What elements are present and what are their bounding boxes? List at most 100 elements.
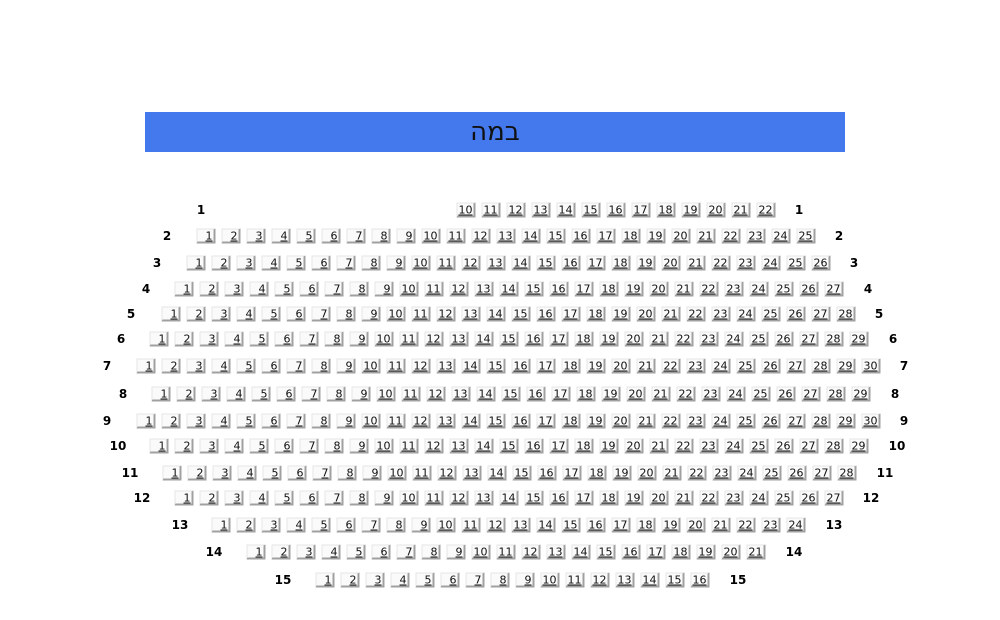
seat-row-11-27[interactable]: 27 [812,465,832,481]
seat-row-6-3[interactable]: 3 [199,331,219,347]
seat-row-14-10[interactable]: 10 [471,544,491,560]
seat-row-8-7[interactable]: 7 [301,386,321,402]
seat-row-14-1[interactable]: 1 [246,544,266,560]
seat-row-12-6[interactable]: 6 [299,490,319,506]
seat-row-14-15[interactable]: 15 [596,544,616,560]
seat-row-12-4[interactable]: 4 [249,490,269,506]
seat-row-10-18[interactable]: 18 [574,438,594,454]
seat-row-13-16[interactable]: 16 [586,517,606,533]
seat-row-1-21[interactable]: 21 [731,202,751,218]
seat-row-13-15[interactable]: 15 [561,517,581,533]
seat-row-6-22[interactable]: 22 [674,331,694,347]
seat-row-12-16[interactable]: 16 [549,490,569,506]
seat-row-8-26[interactable]: 26 [776,386,796,402]
seat-row-4-13[interactable]: 13 [474,281,494,297]
seat-row-14-17[interactable]: 17 [646,544,666,560]
seat-row-10-7[interactable]: 7 [299,438,319,454]
seat-row-2-19[interactable]: 19 [646,228,666,244]
seat-row-10-16[interactable]: 16 [524,438,544,454]
seat-row-12-24[interactable]: 24 [749,490,769,506]
seat-row-14-6[interactable]: 6 [371,544,391,560]
seat-row-13-9[interactable]: 9 [411,517,431,533]
seat-row-4-4[interactable]: 4 [249,281,269,297]
seat-row-15-13[interactable]: 13 [615,572,635,588]
seat-row-5-28[interactable]: 28 [836,306,856,322]
seat-row-7-5[interactable]: 5 [236,358,256,374]
seat-row-3-6[interactable]: 6 [311,255,331,271]
seat-row-8-9[interactable]: 9 [351,386,371,402]
seat-row-2-4[interactable]: 4 [271,228,291,244]
seat-row-5-16[interactable]: 16 [536,306,556,322]
seat-row-10-22[interactable]: 22 [674,438,694,454]
seat-row-6-5[interactable]: 5 [249,331,269,347]
seat-row-7-24[interactable]: 24 [711,358,731,374]
seat-row-4-5[interactable]: 5 [274,281,294,297]
seat-row-9-7[interactable]: 7 [286,413,306,429]
seat-row-3-18[interactable]: 18 [611,255,631,271]
seat-row-2-5[interactable]: 5 [296,228,316,244]
seat-row-10-20[interactable]: 20 [624,438,644,454]
seat-row-13-22[interactable]: 22 [736,517,756,533]
seat-row-11-23[interactable]: 23 [712,465,732,481]
seat-row-5-27[interactable]: 27 [811,306,831,322]
seat-row-7-26[interactable]: 26 [761,358,781,374]
seat-row-15-12[interactable]: 12 [590,572,610,588]
seat-row-15-15[interactable]: 15 [665,572,685,588]
seat-row-7-29[interactable]: 29 [836,358,856,374]
seat-row-8-5[interactable]: 5 [251,386,271,402]
seat-row-9-5[interactable]: 5 [236,413,256,429]
seat-row-6-12[interactable]: 12 [424,331,444,347]
seat-row-9-10[interactable]: 10 [361,413,381,429]
seat-row-1-22[interactable]: 22 [756,202,776,218]
seat-row-7-18[interactable]: 18 [561,358,581,374]
seat-row-8-11[interactable]: 11 [401,386,421,402]
seat-row-3-3[interactable]: 3 [236,255,256,271]
seat-row-2-13[interactable]: 13 [496,228,516,244]
seat-row-12-5[interactable]: 5 [274,490,294,506]
seat-row-3-9[interactable]: 9 [386,255,406,271]
seat-row-6-19[interactable]: 19 [599,331,619,347]
seat-row-7-23[interactable]: 23 [686,358,706,374]
seat-row-14-21[interactable]: 21 [746,544,766,560]
seat-row-1-19[interactable]: 19 [681,202,701,218]
seat-row-4-16[interactable]: 16 [549,281,569,297]
seat-row-5-7[interactable]: 7 [311,306,331,322]
seat-row-2-21[interactable]: 21 [696,228,716,244]
seat-row-1-12[interactable]: 12 [506,202,526,218]
seat-row-1-17[interactable]: 17 [631,202,651,218]
seat-row-7-25[interactable]: 25 [736,358,756,374]
seat-row-11-25[interactable]: 25 [762,465,782,481]
seat-row-5-23[interactable]: 23 [711,306,731,322]
seat-row-4-9[interactable]: 9 [374,281,394,297]
seat-row-12-23[interactable]: 23 [724,490,744,506]
seat-row-15-9[interactable]: 9 [515,572,535,588]
seat-row-9-9[interactable]: 9 [336,413,356,429]
seat-row-5-21[interactable]: 21 [661,306,681,322]
seat-row-9-20[interactable]: 20 [611,413,631,429]
seat-row-4-12[interactable]: 12 [449,281,469,297]
seat-row-12-17[interactable]: 17 [574,490,594,506]
seat-row-6-14[interactable]: 14 [474,331,494,347]
seat-row-11-22[interactable]: 22 [687,465,707,481]
seat-row-12-1[interactable]: 1 [174,490,194,506]
seat-row-11-26[interactable]: 26 [787,465,807,481]
seat-row-11-2[interactable]: 2 [187,465,207,481]
seat-row-2-25[interactable]: 25 [796,228,816,244]
seat-row-3-12[interactable]: 12 [461,255,481,271]
seat-row-11-9[interactable]: 9 [362,465,382,481]
seat-row-8-21[interactable]: 21 [651,386,671,402]
seat-row-2-22[interactable]: 22 [721,228,741,244]
seat-row-13-19[interactable]: 19 [661,517,681,533]
seat-row-9-25[interactable]: 25 [736,413,756,429]
seat-row-10-8[interactable]: 8 [324,438,344,454]
seat-row-10-24[interactable]: 24 [724,438,744,454]
seat-row-10-15[interactable]: 15 [499,438,519,454]
seat-row-1-14[interactable]: 14 [556,202,576,218]
seat-row-5-9[interactable]: 9 [361,306,381,322]
seat-row-13-3[interactable]: 3 [261,517,281,533]
seat-row-14-4[interactable]: 4 [321,544,341,560]
seat-row-10-4[interactable]: 4 [224,438,244,454]
seat-row-5-6[interactable]: 6 [286,306,306,322]
seat-row-7-4[interactable]: 4 [211,358,231,374]
seat-row-14-3[interactable]: 3 [296,544,316,560]
